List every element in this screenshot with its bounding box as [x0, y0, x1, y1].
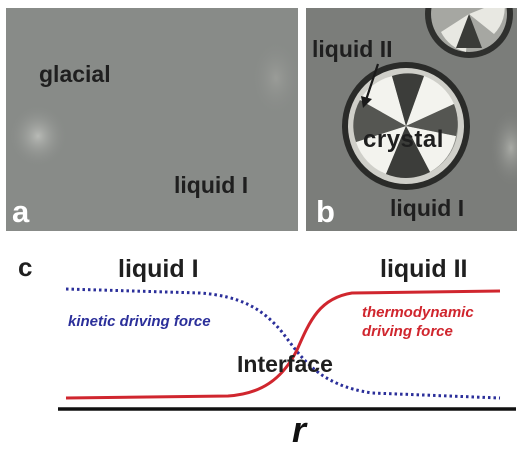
arrow-head	[361, 96, 372, 108]
micrograph-panel-a: glacial liquid I a	[6, 8, 298, 231]
panel-b-letter: b	[316, 194, 335, 229]
crystal-label: crystal	[363, 126, 444, 153]
blurred-crystal-edge	[489, 108, 517, 188]
thermodynamic-label-line1: thermodynamic	[362, 304, 474, 321]
glacial-label: glacial	[39, 61, 111, 87]
thermodynamic-label-line2: driving force	[362, 323, 453, 340]
panel-a-background	[6, 8, 298, 231]
micrograph-panel-b: liquid II crystal liquid I b	[306, 8, 517, 231]
neighbor-crystal-top	[425, 8, 513, 58]
panel-a-letter: a	[12, 194, 30, 229]
liquid-ii-label-b: liquid II	[312, 36, 393, 62]
panel-b-background	[306, 8, 517, 231]
kinetic-driving-force-curve	[65, 287, 501, 400]
liquid-i-label-b: liquid I	[390, 195, 465, 221]
crystal-particle	[342, 62, 470, 190]
interface-label: Interface	[237, 351, 333, 377]
liquid-i-label-a: liquid I	[174, 172, 249, 198]
blurred-crystal-right	[250, 38, 298, 118]
r-axis-label: r	[292, 409, 307, 450]
kinetic-driving-force-label: kinetic driving force	[68, 313, 211, 330]
blurred-crystal-left	[8, 104, 68, 168]
thermodynamic-driving-force-curve	[65, 289, 501, 400]
driving-force-diagram: c liquid I liquid II kinetic driving for…	[0, 240, 517, 449]
liquid-i-heading: liquid I	[118, 255, 199, 283]
panel-c-letter: c	[18, 252, 33, 282]
diagram-curves	[58, 287, 516, 411]
liquid-ii-heading: liquid II	[380, 255, 468, 283]
liquid-ii-arrow	[364, 63, 380, 101]
